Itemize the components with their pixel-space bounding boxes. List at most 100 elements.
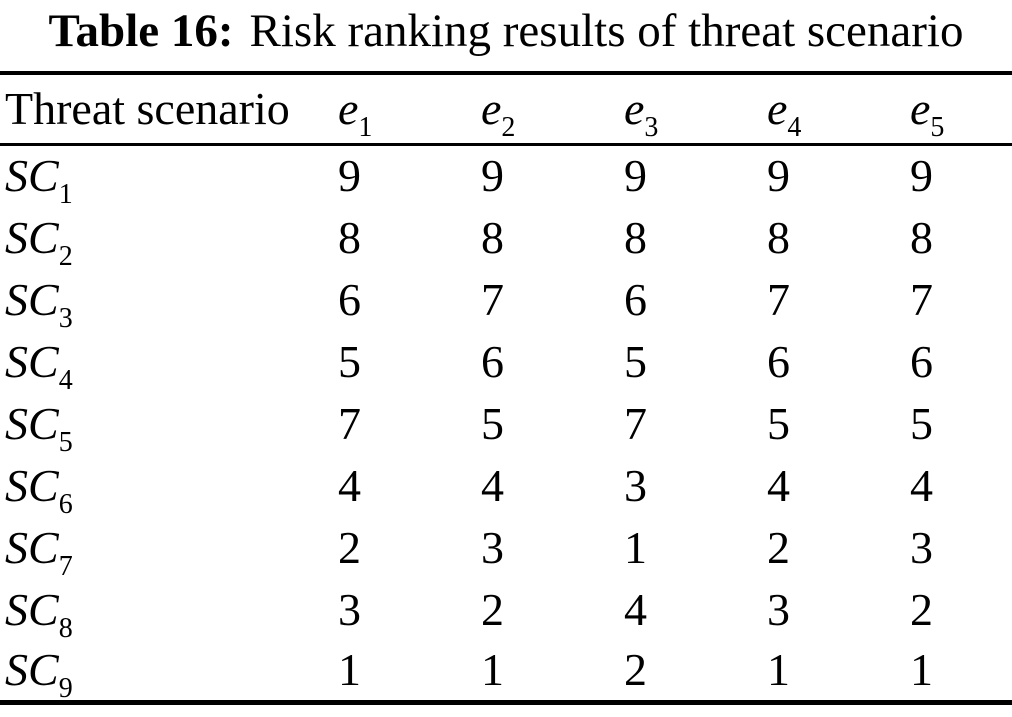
table-row-sc9: SC9 1 1 2 1 1 (0, 640, 1012, 702)
table-caption-label: Table 16: (48, 5, 234, 57)
cell-sc3-e5: 7 (910, 273, 933, 325)
row-label-sc8-sub: 8 (58, 612, 73, 640)
cell-sc7-e3: 1 (624, 521, 647, 573)
row-label-sc5: SC5 (0, 392, 332, 455)
cell-sc5-e5: 5 (910, 397, 933, 449)
column-header-e2-sub: 2 (501, 112, 516, 144)
table-row-sc8: SC8 3 2 4 3 2 (0, 578, 1012, 641)
cell-sc5-e1: 7 (338, 397, 361, 449)
risk-ranking-table: Threat scenario e1 e2 e3 e4 e5 SC1 9 9 9… (0, 71, 1012, 705)
column-header-e2: e2 (475, 73, 618, 144)
row-label-sc9-sub: 9 (58, 673, 73, 702)
column-header-e3: e3 (618, 73, 761, 144)
cell-sc2-e1: 8 (338, 211, 361, 263)
cell-sc9-e2: 1 (481, 644, 504, 696)
cell-sc9-e3: 2 (624, 644, 647, 696)
column-header-e5-sub: 5 (930, 112, 945, 144)
cell-sc5-e4: 5 (767, 397, 790, 449)
column-header-threat-scenario: Threat scenario (5, 83, 290, 135)
row-label-sc1-base: SC (5, 150, 59, 202)
row-label-sc7-sub: 7 (58, 550, 73, 578)
column-header-e5: e5 (904, 73, 1012, 144)
column-header-e2-base: e (481, 83, 502, 135)
cell-sc8-e2: 2 (481, 583, 504, 635)
row-label-sc2: SC2 (0, 206, 332, 269)
cell-sc7-e4: 2 (767, 521, 790, 573)
cell-sc5-e3: 7 (624, 397, 647, 449)
row-label-sc3: SC3 (0, 268, 332, 331)
row-label-sc1: SC1 (0, 144, 332, 206)
cell-sc1-e3: 9 (624, 150, 647, 202)
row-label-sc4-base: SC (5, 335, 59, 387)
cell-sc4-e3: 5 (624, 335, 647, 387)
cell-sc8-e1: 3 (338, 583, 361, 635)
cell-sc6-e4: 4 (767, 459, 790, 511)
column-header-e1: e1 (332, 73, 475, 144)
row-label-sc5-base: SC (5, 397, 59, 449)
cell-sc6-e1: 4 (338, 459, 361, 511)
table-row-sc3: SC3 6 7 6 7 7 (0, 268, 1012, 331)
cell-sc4-e5: 6 (910, 335, 933, 387)
column-header-e3-sub: 3 (644, 112, 659, 144)
cell-sc1-e1: 9 (338, 150, 361, 202)
cell-sc3-e3: 6 (624, 273, 647, 325)
cell-sc4-e2: 6 (481, 335, 504, 387)
cell-sc4-e4: 6 (767, 335, 790, 387)
cell-sc9-e5: 1 (910, 644, 933, 696)
row-label-sc1-sub: 1 (58, 179, 73, 206)
column-header-e3-base: e (624, 83, 645, 135)
column-header-e1-base: e (338, 83, 359, 135)
cell-sc5-e2: 5 (481, 397, 504, 449)
row-label-sc7-base: SC (5, 521, 59, 573)
column-header-e1-sub: 1 (358, 112, 373, 144)
cell-sc8-e3: 4 (624, 583, 647, 635)
table-caption-text: Risk ranking results of threat scenario (249, 5, 964, 57)
cell-sc2-e3: 8 (624, 211, 647, 263)
cell-sc3-e2: 7 (481, 273, 504, 325)
row-label-sc8: SC8 (0, 578, 332, 641)
cell-sc6-e2: 4 (481, 459, 504, 511)
cell-sc7-e5: 3 (910, 521, 933, 573)
cell-sc9-e4: 1 (767, 644, 790, 696)
row-label-sc4-sub: 4 (58, 364, 73, 392)
row-label-sc3-base: SC (5, 273, 59, 325)
row-label-sc2-sub: 2 (58, 240, 73, 268)
table-row-sc1: SC1 9 9 9 9 9 (0, 144, 1012, 206)
row-label-sc3-sub: 3 (58, 302, 73, 330)
header-row: Threat scenario e1 e2 e3 e4 e5 (0, 73, 1012, 144)
row-label-sc9-base: SC (5, 644, 59, 696)
cell-sc6-e3: 3 (624, 459, 647, 511)
cell-sc1-e4: 9 (767, 150, 790, 202)
cell-sc8-e4: 3 (767, 583, 790, 635)
table-row-sc6: SC6 4 4 3 4 4 (0, 454, 1012, 517)
cell-sc2-e5: 8 (910, 211, 933, 263)
cell-sc6-e5: 4 (910, 459, 933, 511)
cell-sc7-e1: 2 (338, 521, 361, 573)
table-row-sc5: SC5 7 5 7 5 5 (0, 392, 1012, 455)
row-label-sc5-sub: 5 (58, 426, 73, 454)
cell-sc9-e1: 1 (338, 644, 361, 696)
cell-sc1-e2: 9 (481, 150, 504, 202)
cell-sc4-e1: 5 (338, 335, 361, 387)
cell-sc2-e2: 8 (481, 211, 504, 263)
table-row-sc2: SC2 8 8 8 8 8 (0, 206, 1012, 269)
column-header-e4-base: e (767, 83, 788, 135)
table-row-sc7: SC7 2 3 1 2 3 (0, 516, 1012, 579)
row-label-sc6-sub: 6 (58, 488, 73, 516)
row-label-sc8-base: SC (5, 583, 59, 635)
row-label-sc4: SC4 (0, 330, 332, 393)
cell-sc8-e5: 2 (910, 583, 933, 635)
table-caption: Table 16: Risk ranking results of threat … (0, 0, 1012, 69)
column-header-e4-sub: 4 (787, 112, 802, 144)
cell-sc1-e5: 9 (910, 150, 933, 202)
row-label-sc9: SC9 (0, 640, 332, 702)
row-label-sc7: SC7 (0, 516, 332, 579)
row-label-sc2-base: SC (5, 211, 59, 263)
cell-sc7-e2: 3 (481, 521, 504, 573)
row-label-sc6-base: SC (5, 459, 59, 511)
column-header-e4: e4 (761, 73, 904, 144)
table-row-sc4: SC4 5 6 5 6 6 (0, 330, 1012, 393)
cell-sc2-e4: 8 (767, 211, 790, 263)
row-label-sc6: SC6 (0, 454, 332, 517)
